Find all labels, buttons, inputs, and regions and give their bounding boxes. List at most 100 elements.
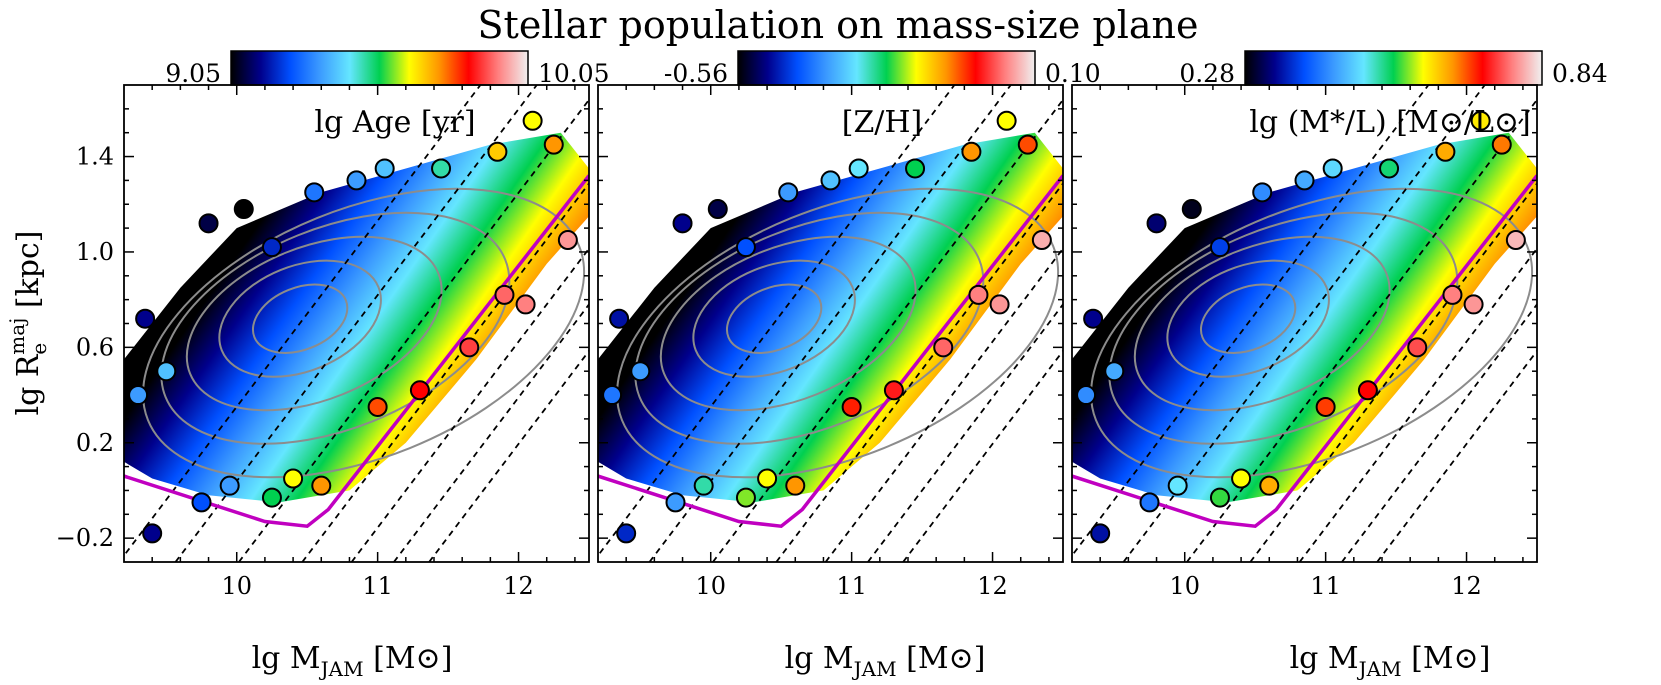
y-axis-label: lg Remaj [kpc] (5, 230, 51, 415)
x-axis-label-2-sub: JAM (852, 657, 897, 681)
contour-3-5 (1090, 187, 1534, 479)
point-3-5 (1231, 468, 1252, 489)
point-1-15 (487, 141, 508, 162)
point-3-19 (1252, 182, 1273, 203)
point-2-2 (665, 492, 686, 513)
point-2-4 (735, 487, 756, 508)
point-1-16 (431, 158, 452, 179)
y-tick-label-3: 0.6 (76, 333, 114, 361)
guide-line-3-4 (1249, 182, 1537, 562)
point-3-18 (1294, 170, 1315, 191)
point-1-5 (283, 468, 304, 489)
point-3-15 (1435, 141, 1456, 162)
point-2-23 (609, 308, 630, 329)
point-3-24 (1076, 385, 1097, 406)
figure-title: Stellar population on mass-size plane (478, 3, 1199, 47)
point-2-22 (735, 237, 756, 258)
guide-line-2-7 (902, 349, 1063, 562)
point-3-17 (1322, 158, 1343, 179)
guide-line-1-5 (350, 247, 589, 562)
point-1-6 (311, 475, 332, 496)
contour-2-1 (725, 283, 823, 354)
y-tick-label-5: −0.2 (56, 524, 114, 552)
point-1-10 (494, 284, 515, 305)
point-2-18 (820, 170, 841, 191)
x-tick-label-1-3: 12 (503, 572, 534, 600)
point-1-3 (219, 475, 240, 496)
point-2-15 (961, 141, 982, 162)
guide-line-1-7 (428, 349, 589, 562)
point-1-21 (198, 213, 219, 234)
colorbar-3 (1244, 50, 1543, 86)
x-tick-label-3-2: 11 (1310, 572, 1341, 600)
point-3-9 (1407, 337, 1428, 358)
density-band-3 (1072, 132, 1537, 503)
point-1-4 (261, 487, 282, 508)
x-axis-label-2-main: lg M (785, 641, 854, 676)
point-3-7 (1315, 396, 1336, 417)
guide-line-3-5 (1298, 247, 1537, 562)
point-3-4 (1209, 487, 1230, 508)
contour-2-5 (616, 187, 1060, 479)
x-axis-label-1-unit: [M⊙] (364, 641, 453, 676)
plot-area-2: 10 11 12 (597, 84, 1064, 600)
colorbar-2-max: 0.10 (1045, 59, 1101, 88)
point-3-2 (1139, 492, 1160, 513)
colorbar-1 (230, 50, 529, 86)
guide-line-3-7 (1376, 349, 1537, 562)
point-1-2 (191, 492, 212, 513)
x-axis-label-3: lg MJAM [M⊙] (1290, 641, 1491, 681)
panel-3: 0.28 0.84 10 11 12 lg (M*/L) [M⊙/L⊙] lg MJ… (1071, 50, 1608, 681)
point-3-12 (1505, 230, 1526, 251)
point-2-11 (989, 294, 1010, 315)
point-2-7 (841, 396, 862, 417)
colorbar-3-max: 0.84 (1552, 59, 1608, 88)
point-2-17 (848, 158, 869, 179)
point-2-6 (785, 475, 806, 496)
density-band-1 (124, 132, 589, 503)
point-1-12 (557, 230, 578, 251)
point-2-5 (757, 468, 778, 489)
point-2-8 (883, 380, 904, 401)
x-axis-label-2-unit: [M⊙] (897, 641, 986, 676)
x-tick-label-2-2: 11 (836, 572, 867, 600)
point-3-20 (1181, 199, 1202, 220)
contour-1-2 (218, 259, 382, 378)
point-3-6 (1259, 475, 1280, 496)
point-2-19 (778, 182, 799, 203)
panel-3-label: lg (M*/L) [M⊙/L⊙] (1249, 105, 1530, 140)
panel-2-label: [Z/H] (842, 105, 923, 140)
point-1-13 (543, 134, 564, 155)
point-2-25 (630, 361, 651, 382)
contour-1-4 (160, 211, 511, 445)
guide-line-1-6 (393, 302, 589, 562)
point-1-11 (515, 294, 536, 315)
point-2-12 (1031, 230, 1052, 251)
guide-line-1-4 (301, 182, 589, 562)
point-2-21 (672, 213, 693, 234)
point-2-20 (707, 199, 728, 220)
y-tick-label-1: 1.4 (76, 143, 114, 171)
point-3-11 (1463, 294, 1484, 315)
point-3-23 (1083, 308, 1104, 329)
guide-line-2-4 (775, 182, 1063, 562)
contour-2-2 (692, 259, 856, 378)
point-2-16 (905, 158, 926, 179)
x-tick-label-1-1: 10 (221, 572, 252, 600)
x-tick-label-2-3: 12 (977, 572, 1008, 600)
point-3-13 (1491, 134, 1512, 155)
colorbar-2 (737, 50, 1036, 86)
point-3-16 (1379, 158, 1400, 179)
density-band-2 (598, 132, 1063, 503)
guide-line-2-6 (867, 302, 1063, 562)
contour-3-1 (1199, 283, 1297, 354)
x-axis-label-3-sub: JAM (1357, 657, 1402, 681)
point-3-22 (1209, 237, 1230, 258)
colorbar-1-max: 10.05 (538, 59, 610, 88)
contour-1-5 (142, 187, 586, 479)
plot-area-1: 10 11 12 1.4 1.0 0.6 0.2 −0.2 (56, 84, 590, 600)
x-tick-label-1-2: 11 (362, 572, 393, 600)
y-axis-label-sub: e (27, 343, 51, 355)
y-axis-label-sup: maj (5, 318, 29, 355)
